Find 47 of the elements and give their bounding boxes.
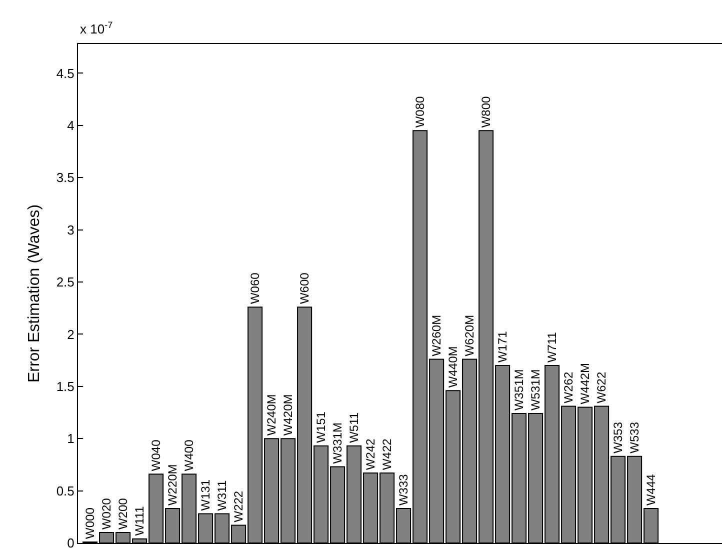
x-tick-label: W400 — [182, 439, 196, 472]
x-tick-label: W600 — [298, 272, 312, 304]
x-tick-label: W040 — [149, 439, 164, 472]
y-tick-label: 2.5 — [56, 274, 74, 290]
x-tick-label: W800 — [479, 96, 494, 128]
y-tick-label: 4 — [67, 118, 74, 133]
x-tick-label: W020 — [100, 498, 114, 530]
y-tick-label: 1 — [67, 431, 74, 446]
text: x 10$^{-7}$ — [80, 20, 113, 36]
y-tick-label: 0 — [67, 536, 74, 551]
x-tick-label: W444 — [644, 474, 658, 506]
y-tick-label: 0.5 — [56, 483, 74, 498]
y-tick-label: 1.5 — [56, 378, 74, 394]
y-tick-label: 3 — [67, 222, 74, 238]
x-tick-label: W240M — [264, 394, 279, 436]
x-tick-label: W351M — [512, 369, 526, 411]
x-tick-label: W151 — [314, 411, 328, 443]
y-tick-label: 4.5 — [56, 66, 74, 81]
x-tick-label: W422 — [380, 438, 394, 470]
y-tick-label: 2 — [67, 326, 74, 342]
x-tick-label: W080 — [413, 96, 428, 128]
y-axis-title: Error Estimation (Waves) — [26, 204, 44, 383]
x-tick-label: W440M — [446, 346, 460, 388]
x-tick-label: W000 — [83, 507, 98, 539]
x-tick-label: W220M — [166, 464, 180, 506]
x-tick-label: W060 — [248, 272, 262, 304]
x-tick-label: W131 — [198, 479, 213, 511]
x-tick-label: W442M — [578, 362, 592, 404]
x-tick-label: W200 — [116, 498, 130, 530]
x-tick-label: W262 — [562, 372, 576, 404]
x-tick-label: W531M — [528, 369, 543, 411]
x-tick-label: W511 — [347, 412, 362, 443]
x-tick-label: W331M — [330, 422, 345, 464]
x-tick-label: W242 — [364, 438, 378, 470]
x-tick-label: W420M — [281, 394, 296, 436]
x-tick-label: W622 — [594, 372, 609, 404]
x-tick-label: W620M — [462, 314, 477, 356]
x-tick-label: W311 — [215, 480, 230, 511]
x-tick-label: W333 — [396, 474, 411, 506]
x-tick-label: W111 — [132, 506, 147, 536]
x-tick-label: W353 — [611, 422, 626, 454]
x-tick-label: W533 — [628, 422, 642, 454]
y-tick-label: 3.5 — [56, 170, 74, 186]
x-tick-label: W260M — [430, 314, 444, 356]
x-tick-label: W171 — [496, 330, 510, 363]
x-tick-label: W711 — [545, 332, 560, 363]
x-tick-label: W222 — [232, 490, 246, 522]
